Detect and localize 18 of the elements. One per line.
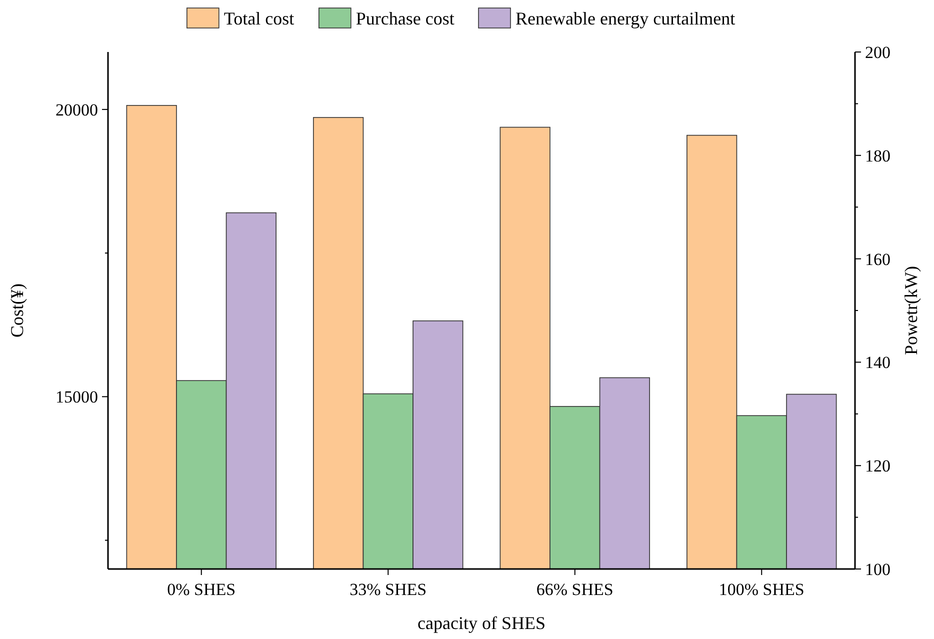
- legend-label: Total cost: [224, 8, 294, 28]
- y2-tick-label: 160: [865, 250, 890, 269]
- y2-tick-label: 200: [865, 42, 890, 62]
- y2-tick-label: 120: [865, 456, 890, 476]
- y2-tick-label: 140: [865, 353, 890, 372]
- legend-label: Purchase cost: [356, 8, 454, 28]
- y2-tick-label: 180: [865, 146, 890, 166]
- x-tick-label: 100% SHES: [718, 580, 804, 599]
- y-tick-label: 20000: [56, 100, 98, 120]
- y-tick-label: 15000: [56, 388, 98, 407]
- y2-tick-label: 100: [865, 560, 890, 579]
- x-axis-title: capacity of SHES: [418, 613, 546, 633]
- x-tick-label: 0% SHES: [167, 580, 236, 599]
- legend-label: Renewable energy curtailment: [516, 8, 736, 28]
- y-axis-title: Cost(¥): [7, 283, 27, 338]
- y2-axis-title: Powetr(kW): [901, 266, 921, 355]
- x-tick-label: 66% SHES: [536, 580, 614, 599]
- x-tick-label: 33% SHES: [350, 580, 427, 599]
